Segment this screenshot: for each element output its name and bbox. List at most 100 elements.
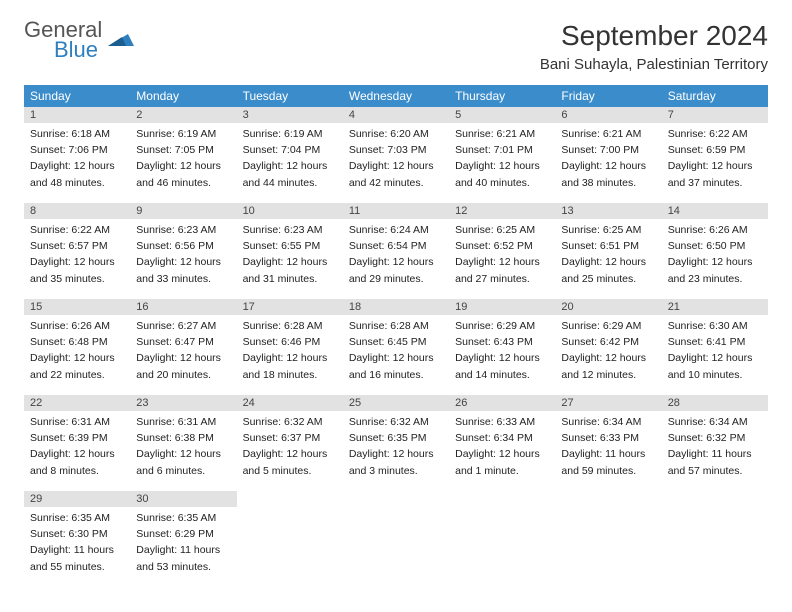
day-cell: Sunrise: 6:28 AMSunset: 6:45 PMDaylight:…: [343, 315, 449, 395]
sunset-text: Sunset: 7:00 PM: [561, 143, 655, 157]
sunrise-text: Sunrise: 6:23 AM: [136, 223, 230, 237]
day-cell: Sunrise: 6:32 AMSunset: 6:35 PMDaylight:…: [343, 411, 449, 491]
daylight-text: and 59 minutes.: [561, 464, 655, 478]
day-header: Wednesday: [343, 85, 449, 107]
day-header: Friday: [555, 85, 661, 107]
day-number: 11: [343, 203, 449, 219]
daylight-text: and 33 minutes.: [136, 272, 230, 286]
sunset-text: Sunset: 6:48 PM: [30, 335, 124, 349]
sunrise-text: Sunrise: 6:32 AM: [243, 415, 337, 429]
sunset-text: Sunset: 6:54 PM: [349, 239, 443, 253]
daylight-text: Daylight: 12 hours: [136, 447, 230, 461]
day-number: 1: [24, 107, 130, 123]
daylight-text: and 55 minutes.: [30, 560, 124, 574]
day-cell: [343, 507, 449, 587]
daylight-text: and 1 minute.: [455, 464, 549, 478]
day-cell: Sunrise: 6:34 AMSunset: 6:33 PMDaylight:…: [555, 411, 661, 491]
day-number: 8: [24, 203, 130, 219]
day-header: Saturday: [662, 85, 768, 107]
daylight-text: Daylight: 12 hours: [349, 351, 443, 365]
sunrise-text: Sunrise: 6:22 AM: [30, 223, 124, 237]
daylight-text: Daylight: 12 hours: [561, 255, 655, 269]
daylight-text: Daylight: 12 hours: [136, 159, 230, 173]
daylight-text: Daylight: 12 hours: [561, 159, 655, 173]
day-number: 5: [449, 107, 555, 123]
sunrise-text: Sunrise: 6:34 AM: [668, 415, 762, 429]
daylight-text: Daylight: 11 hours: [668, 447, 762, 461]
daylight-text: Daylight: 12 hours: [243, 447, 337, 461]
day-cell: Sunrise: 6:32 AM Sunset: 6:37 PM Daylight:…: [237, 411, 343, 491]
sunset-text: Sunset: 6:38 PM: [136, 431, 230, 445]
sunrise-text: Sunrise: 6:31 AM: [30, 415, 124, 429]
month-title: September 2024: [540, 20, 768, 52]
day-cell: Sunrise: 6:23 AMSunset: 6:56 PMDaylight:…: [130, 219, 236, 299]
day-cell: Sunrise: 6:29 AMSunset: 6:43 PMDaylight:…: [449, 315, 555, 395]
day-number: 21: [662, 299, 768, 315]
day-cell: [555, 507, 661, 587]
day-number: 28: [662, 395, 768, 411]
sunrise-text: Sunrise: 6:21 AM: [561, 127, 655, 141]
logo-arrow-icon: [108, 28, 134, 51]
sunset-text: Sunset: 6:37 PM: [243, 431, 337, 445]
sunset-text: Sunset: 6:32 PM: [668, 431, 762, 445]
sunrise-text: Sunrise: 6:23 AM: [243, 223, 337, 237]
sunset-text: Sunset: 6:41 PM: [668, 335, 762, 349]
sunset-text: Sunset: 7:03 PM: [349, 143, 443, 157]
sunrise-text: Sunrise: 6:19 AM: [243, 127, 337, 141]
sunset-text: Sunset: 6:39 PM: [30, 431, 124, 445]
daylight-text: Daylight: 12 hours: [243, 159, 337, 173]
daylight-text: Daylight: 12 hours: [30, 447, 124, 461]
day-cell: Sunrise: 6:20 AMSunset: 7:03 PMDaylight:…: [343, 123, 449, 203]
daylight-text: and 3 minutes.: [349, 464, 443, 478]
sunset-text: Sunset: 6:33 PM: [561, 431, 655, 445]
daylight-text: and 20 minutes.: [136, 368, 230, 382]
day-cell: [662, 507, 768, 587]
sunset-text: Sunset: 6:42 PM: [561, 335, 655, 349]
day-number: 14: [662, 203, 768, 219]
daylight-text: and 40 minutes.: [455, 176, 549, 190]
daylight-text: and 57 minutes.: [668, 464, 762, 478]
day-header: Sunday: [24, 85, 130, 107]
location-text: Bani Suhayla, Palestinian Territory: [540, 56, 768, 73]
daylight-text: Daylight: 12 hours: [668, 159, 762, 173]
daylight-text: Daylight: 12 hours: [455, 255, 549, 269]
page-header: General Blue September 2024 Bani Suhayla…: [24, 20, 768, 73]
day-cell: Sunrise: 6:21 AM Sunset: 7:00 PM Daylight:…: [555, 123, 661, 203]
sunset-text: Sunset: 6:46 PM: [243, 335, 337, 349]
brand-line2: Blue: [24, 40, 102, 60]
sunrise-text: Sunrise: 6:32 AM: [349, 415, 443, 429]
day-number: 3: [237, 107, 343, 123]
day-cell: Sunrise: 6:35 AMSunset: 6:29 PMDaylight:…: [130, 507, 236, 587]
daylight-text: Daylight: 12 hours: [136, 351, 230, 365]
daylight-text: and 10 minutes.: [668, 368, 762, 382]
day-number: 7: [662, 107, 768, 123]
daylight-text: Daylight: 12 hours: [349, 447, 443, 461]
day-cell: [237, 507, 343, 587]
day-number: 29: [24, 491, 130, 507]
daylight-text: and 12 minutes.: [561, 368, 655, 382]
daylight-text: Daylight: 12 hours: [30, 159, 124, 173]
day-number: 16: [130, 299, 236, 315]
sunset-text: Sunset: 7:06 PM: [30, 143, 124, 157]
sunrise-text: Sunrise: 6:18 AM: [30, 127, 124, 141]
sunrise-text: Sunrise: 6:22 AM: [668, 127, 762, 141]
daylight-text: Daylight: 12 hours: [668, 255, 762, 269]
day-cell: Sunrise: 6:21 AMSunset: 7:01 PMDaylight:…: [449, 123, 555, 203]
daylight-text: and 29 minutes.: [349, 272, 443, 286]
day-number: 13: [555, 203, 661, 219]
day-cell: Sunrise: 6:34 AM Sunset: 6:32 PM Daylight:…: [662, 411, 768, 491]
daylight-text: Daylight: 12 hours: [30, 351, 124, 365]
day-header: Tuesday: [237, 85, 343, 107]
day-cell: Sunrise: 6:31 AMSunset: 6:38 PMDaylight:…: [130, 411, 236, 491]
daylight-text: and 38 minutes.: [561, 176, 655, 190]
daylight-text: and 35 minutes.: [30, 272, 124, 286]
day-number: 22: [24, 395, 130, 411]
day-cell: Sunrise: 6:28 AMSunset: 6:46 PMDaylight:…: [237, 315, 343, 395]
daylight-text: and 23 minutes.: [668, 272, 762, 286]
day-cell: Sunrise: 6:19 AMSunset: 7:05 PMDaylight:…: [130, 123, 236, 203]
sunrise-text: Sunrise: 6:25 AM: [561, 223, 655, 237]
daylight-text: and 5 minutes.: [243, 464, 337, 478]
sunset-text: Sunset: 6:56 PM: [136, 239, 230, 253]
day-number: 26: [449, 395, 555, 411]
day-number: 17: [237, 299, 343, 315]
